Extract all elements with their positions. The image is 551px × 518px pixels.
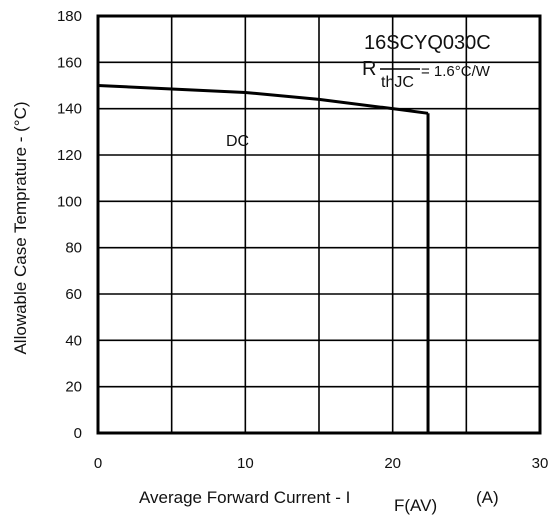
tick-labels: 0 20 40 60 80 100 120 140 160 180 0 10 20 30 xyxy=(57,8,548,472)
y-tick-label-120: 120 xyxy=(57,147,82,164)
part-number-label: 16SCYQ030C xyxy=(364,32,491,54)
y-tick-label-0: 0 xyxy=(74,425,82,442)
y-axis-title: Allowable Case Temprature - (°C) xyxy=(11,101,30,354)
series-line-dc xyxy=(97,84,429,115)
y-tick-label-140: 140 xyxy=(57,101,82,118)
y-tick-label-100: 100 xyxy=(57,193,82,210)
y-tick-label-180: 180 xyxy=(57,8,82,25)
x-axis-title: Average Forward Current - I xyxy=(139,488,350,507)
x-tick-label-30: 30 xyxy=(532,455,549,472)
x-tick-label-20: 20 xyxy=(384,455,401,472)
series-group xyxy=(97,84,430,433)
y-tick-label-20: 20 xyxy=(65,379,82,396)
grid xyxy=(98,16,540,433)
x-tick-label-0: 0 xyxy=(94,455,102,472)
x-tick-label-10: 10 xyxy=(237,455,254,472)
y-tick-label-80: 80 xyxy=(65,240,82,257)
rth-value-label: = 1.6°C/W xyxy=(421,63,491,80)
rth-subscript-label: thJC xyxy=(381,74,414,91)
x-axis-title-unit: (A) xyxy=(476,488,499,507)
y-tick-label-40: 40 xyxy=(65,332,82,349)
rth-prefix-label: R xyxy=(362,58,376,80)
x-axis-title-subscript: F(AV) xyxy=(394,496,437,515)
y-tick-label-160: 160 xyxy=(57,54,82,71)
y-tick-label-60: 60 xyxy=(65,286,82,303)
plot-frame xyxy=(96,14,542,435)
dc-series-label: DC xyxy=(226,133,249,150)
